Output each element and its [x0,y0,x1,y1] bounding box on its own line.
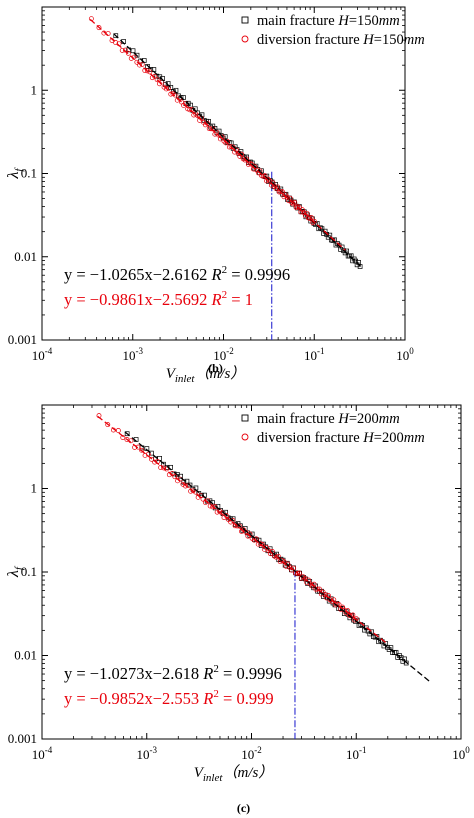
data-point [96,25,102,31]
x-tick-label: 100 [396,346,414,363]
data-point [183,483,188,489]
data-point [200,496,206,502]
y-tick-label: 1 [31,481,38,496]
data-point [303,576,309,582]
x-tick-label: 10-3 [137,745,158,762]
legend-item: main fracture H=200mm [241,411,400,427]
data-point [113,40,119,45]
data-point [318,225,323,231]
x-tick-label: 10-4 [32,745,53,762]
y-tick-label: 1 [31,82,38,97]
y-tick-label: 0.1 [21,166,37,181]
fit-equation-1: y = −1.0273x−2.618 R2 = 0.9996 [64,663,282,683]
x-tick-label: 10-4 [32,346,53,363]
x-tick-label: 10-3 [123,346,144,363]
legend-label: diversion fracture H=150mm [257,32,425,48]
fit-line-2 [89,18,346,251]
y-axis-label: λf [5,167,25,180]
data-point [222,134,228,140]
x-tick-label: 100 [452,745,470,762]
panel-label: (c) [237,801,250,815]
data-point [360,623,365,628]
x-axis-label: Vinlet（m/s） [194,764,274,784]
data-point [195,113,201,119]
legend-marker [241,414,249,422]
data-point [115,428,121,433]
legend-label: diversion fracture H=200mm [257,430,425,446]
legend-label: main fracture H=150mm [257,13,400,29]
data-point [335,241,340,246]
data-point [124,431,130,437]
data-point [113,33,119,39]
data-point [301,210,307,216]
y-tick-label: 0.01 [14,648,37,663]
data-point [278,189,284,195]
data-point [105,422,111,428]
data-point [149,450,154,456]
data-point [149,456,154,462]
legend-item: diversion fracture H=200mm [241,430,425,446]
data-point [161,461,166,467]
fit-equation-2: y = −0.9861x−2.5692 R2 = 1 [64,289,253,309]
data-point [190,488,196,494]
legend-item: main fracture H=150mm [241,13,400,29]
data-point [154,77,160,83]
data-point [125,50,131,56]
fit-equation-2: y = −0.9852x−2.553 R2 = 0.999 [64,688,274,708]
chart-panel-1: 10-4 10-3 10-2 10-1 100 0.001 0.01 0.1 1 Vinlet（m… [5,6,425,385]
data-point [163,86,169,92]
panel-label: (b) [208,361,223,375]
y-tick-label: 0.1 [21,564,37,579]
data-point [144,68,150,74]
data-point [257,541,263,547]
data-point [187,107,193,113]
data-point [130,48,136,54]
legend-marker [241,433,249,441]
legend-item: diversion fracture H=150mm [241,32,425,48]
legend-marker [241,16,249,24]
fit-line-2 [97,415,389,645]
y-tick-label: 0.01 [14,249,37,264]
legend: main fracture H=200mm diversion fracture … [241,411,425,446]
fit-line-1 [124,431,432,684]
y-tick-label: 0.001 [8,731,37,746]
data-point [307,216,313,221]
data-point [294,571,300,576]
x-tick-label: 10-2 [213,346,234,363]
data-point [210,504,215,510]
data-point [290,201,296,207]
x-tick-label: 10-2 [241,745,262,762]
data-point [187,482,193,488]
data-point [147,69,153,75]
data-point [403,660,409,666]
data-point [357,264,363,269]
legend: main fracture H=150mm diversion fracture … [241,13,425,48]
data-point [172,474,178,480]
fit-equation-1: y = −1.0265x−2.6162 R2 = 0.9996 [64,264,290,284]
data-point [139,447,145,453]
x-tick-label: 10-1 [304,346,325,363]
data-point [208,126,214,132]
data-point [315,586,321,592]
legend-label: main fracture H=200mm [257,411,400,427]
y-tick-label: 0.001 [8,332,37,347]
data-point [265,176,271,182]
x-axis-label: Vinlet（m/s） [166,365,246,385]
data-point [249,162,255,167]
chart-panel-2: 10-4 10-3 10-2 10-1 100 0.001 0.01 0.1 1 Vinlet（m… [5,404,470,815]
data-point [324,232,330,237]
data-point [145,64,150,69]
x-tick-label: 10-1 [346,745,367,762]
y-axis-label: λf [5,565,25,578]
data-point [134,59,140,65]
data-point [336,602,342,608]
data-point [161,465,167,471]
legend-marker [241,35,249,43]
